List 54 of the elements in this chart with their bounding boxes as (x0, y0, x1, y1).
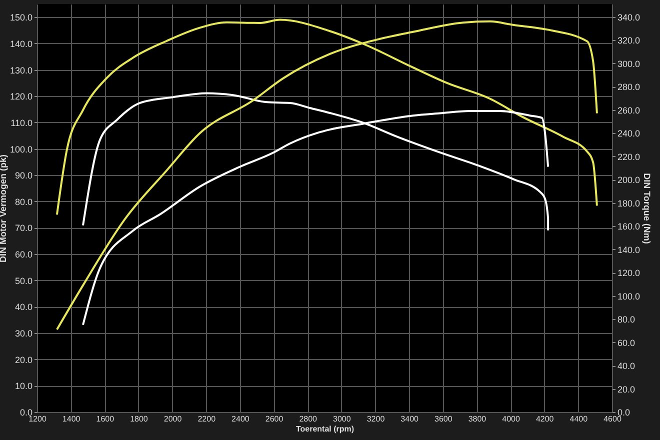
y-tick-label: 20.0 (14, 354, 32, 365)
x-tick-label: 2200 (198, 414, 216, 424)
y2-tick-label: 80.0 (618, 314, 636, 325)
y-tick-label: 140.0 (10, 38, 32, 49)
y2-tick-label: 40.0 (618, 361, 636, 372)
y2-tick-label: 180.0 (618, 198, 640, 208)
y2-tick-label: 20.0 (618, 384, 636, 394)
y-tick-label: 10.0 (14, 381, 32, 392)
y2-tick-label: 200.0 (618, 175, 640, 186)
y2-tick-label: 60.0 (618, 338, 636, 348)
y2-tick-label: 320.0 (618, 36, 640, 46)
x-tick-label: 1800 (130, 414, 148, 424)
y-tick-label: 70.0 (14, 223, 32, 234)
y2-tick-label: 160.0 (618, 222, 640, 232)
y-tick-label: 50.0 (14, 276, 32, 286)
x-tick-label: 1600 (96, 414, 115, 424)
x-tick-label: 4400 (570, 414, 588, 424)
x-tick-label: 2600 (265, 414, 284, 424)
y-tick-label: 130.0 (10, 65, 32, 76)
x-tick-label: 4600 (604, 414, 622, 424)
x-tick-label: 4000 (502, 414, 520, 424)
y2-tick-label: 100.0 (618, 291, 640, 302)
x-tick-label: 3600 (434, 414, 453, 424)
x-tick-label: 2800 (299, 414, 318, 424)
x-tick-label: 1200 (28, 414, 47, 424)
y-tick-label: 110.0 (10, 118, 32, 128)
y-tick-label: 120.0 (10, 92, 32, 102)
x-axis-title: Toerental (rpm) (296, 424, 354, 434)
y-tick-label: 30.0 (14, 328, 32, 339)
x-tick-label: 3000 (333, 414, 352, 424)
y2-axis-title: DIN Torque (Nm) (642, 173, 652, 244)
y-tick-label: 0.0 (20, 408, 32, 418)
y-tick-label: 80.0 (14, 196, 32, 207)
y-tick-label: 150.0 (10, 12, 32, 23)
y2-tick-label: 220.0 (618, 152, 640, 162)
y-tick-label: 40.0 (14, 302, 32, 312)
x-tick-label: 2400 (232, 414, 250, 424)
y2-tick-label: 140.0 (618, 244, 640, 255)
y2-tick-label: 300.0 (618, 58, 640, 69)
y-tick-label: 100.0 (10, 144, 32, 154)
x-tick-label: 3400 (400, 414, 420, 424)
y2-tick-label: 240.0 (618, 128, 640, 139)
x-tick-label: 3800 (468, 414, 487, 424)
x-tick-label: 4200 (536, 414, 554, 424)
y2-tick-label: 280.0 (618, 82, 640, 92)
x-tick-label: 2000 (164, 414, 182, 424)
x-tick-label: 3200 (366, 414, 386, 424)
y2-tick-label: 340.0 (618, 12, 640, 22)
y-tick-label: 90.0 (14, 170, 32, 181)
y2-tick-label: 260.0 (618, 105, 640, 116)
x-tick-label: 1400 (62, 414, 81, 424)
y-tick-label: 60.0 (14, 250, 32, 260)
y2-tick-label: 120.0 (618, 268, 640, 278)
line-series (56, 20, 598, 330)
